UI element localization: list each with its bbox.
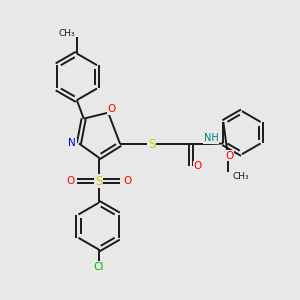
Text: S: S [148,137,155,151]
Text: O: O [225,151,233,161]
Text: NH: NH [204,133,219,143]
Text: O: O [194,161,202,171]
Text: N: N [68,138,76,148]
Text: CH₃: CH₃ [233,172,249,181]
Text: Cl: Cl [94,262,104,272]
Text: S: S [95,175,102,188]
Text: O: O [66,176,74,186]
Text: O: O [123,176,131,186]
Text: CH₃: CH₃ [59,29,76,38]
Text: O: O [108,104,116,114]
